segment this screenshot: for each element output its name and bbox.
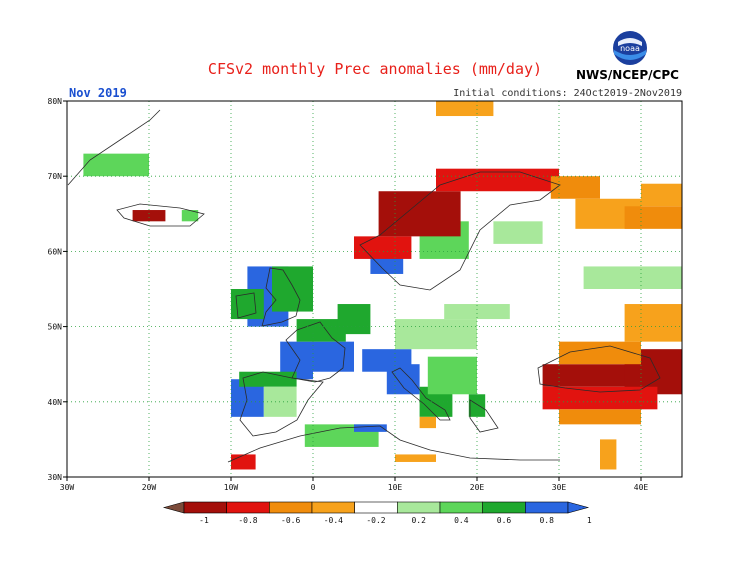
lat-tick-label-5: 80N [48,97,63,106]
colorbar-box-7 [439,501,483,514]
chart-title: CFSv2 monthly Prec anomalies (mm/day) [207,60,543,78]
anomaly-cell-35 [444,304,510,320]
colorbar-box-4 [311,501,355,514]
anomaly-cell-30 [542,386,658,410]
initial-conditions: Initial conditions: 24Oct2019-2Nov2019 [453,88,682,99]
noaa-logo-text: noaa [620,44,640,53]
colorbar-label-6: 0.4 [454,516,469,525]
anomaly-cell-22 [378,191,461,237]
organization-label: NWS/NCEP/CPC [576,68,679,82]
anomaly-cell-31 [559,409,641,425]
noaa-logo: noaa [613,31,647,65]
coast-greece [469,399,499,433]
coast-italy [391,367,451,421]
colorbar-box-1 [183,501,227,514]
lon-tick-label-1: 20W [142,483,157,492]
coast-ireland [235,292,257,319]
anomaly-cell-41 [600,439,617,470]
colorbar-box-3 [269,501,313,514]
anomaly-cell-5 [296,319,346,342]
lat-tick-label-3: 60N [48,247,63,256]
anomaly-cell-37 [132,210,166,222]
anomaly-cell-36 [583,266,682,289]
anomaly-cell-38 [181,210,199,222]
lon-tick-label-7: 40E [634,483,649,492]
lat-tick-label-2: 50N [48,323,63,332]
lon-tick-label-4: 10E [388,483,403,492]
coast-scandinavia [359,171,561,291]
coast-iceland [116,203,205,227]
anomaly-cell-6 [337,304,371,335]
lat-tick-label-0: 30N [48,473,63,482]
coast-france [285,321,346,383]
lon-tick-label-2: 10W [224,483,239,492]
colorbar-box-9 [525,501,569,514]
colorbar-box-5 [354,501,398,514]
anomaly-cell-42 [419,416,436,429]
coast-iberia [239,371,324,437]
anomaly-cell-1 [272,266,313,312]
anomaly-cell-10 [427,356,477,395]
colorbar-box-8 [482,501,526,514]
colorbar-label-7: 0.6 [497,516,512,525]
colorbar-label-9: 1 [587,516,592,525]
anomaly-cell-27 [641,183,682,207]
map-frame [66,100,683,478]
lon-tick-label-0: 30W [60,483,75,492]
colorbar-box-6 [397,501,441,514]
coast-britain [261,267,301,327]
anomaly-cell-32 [559,341,641,365]
anomaly-cell-4 [313,341,354,372]
coast-blacksea [537,345,661,393]
anomaly-cell-20 [493,221,543,244]
colorbar-label-8: 0.8 [539,516,554,525]
colorbar-label-2: -0.6 [281,516,300,525]
anomaly-cell-34 [395,319,477,350]
anomaly-cell-26 [624,206,682,229]
anomaly-cell-43 [395,454,436,462]
colorbar-label-5: 0.2 [411,516,426,525]
colorbar-label-0: -1 [199,516,209,525]
month-label: Nov 2019 [69,86,127,100]
coast-africa [227,425,560,463]
colorbar-label-1: -0.8 [238,516,257,525]
colorbar-high-end [567,501,590,514]
lon-tick-label-3: 0 [311,483,316,492]
lat-tick-label-1: 40N [48,398,63,407]
colorbar-label-4: -0.2 [366,516,385,525]
anomaly-cell-40 [436,101,494,117]
anomaly-cell-33 [624,304,682,342]
colorbar-box-2 [226,501,270,514]
anomaly-cell-16 [354,424,387,432]
anomaly-cell-39 [83,153,149,177]
lat-tick-label-4: 70N [48,172,63,181]
anomaly-cell-8 [386,364,420,395]
lon-tick-label-5: 20E [470,483,485,492]
colorbar-low-end [162,501,185,514]
anomaly-cell-24 [550,176,600,199]
lon-tick-label-6: 30E [552,483,567,492]
coast-greenland [67,109,161,186]
colorbar-label-3: -0.4 [324,516,343,525]
anomaly-cell-13 [239,371,297,387]
